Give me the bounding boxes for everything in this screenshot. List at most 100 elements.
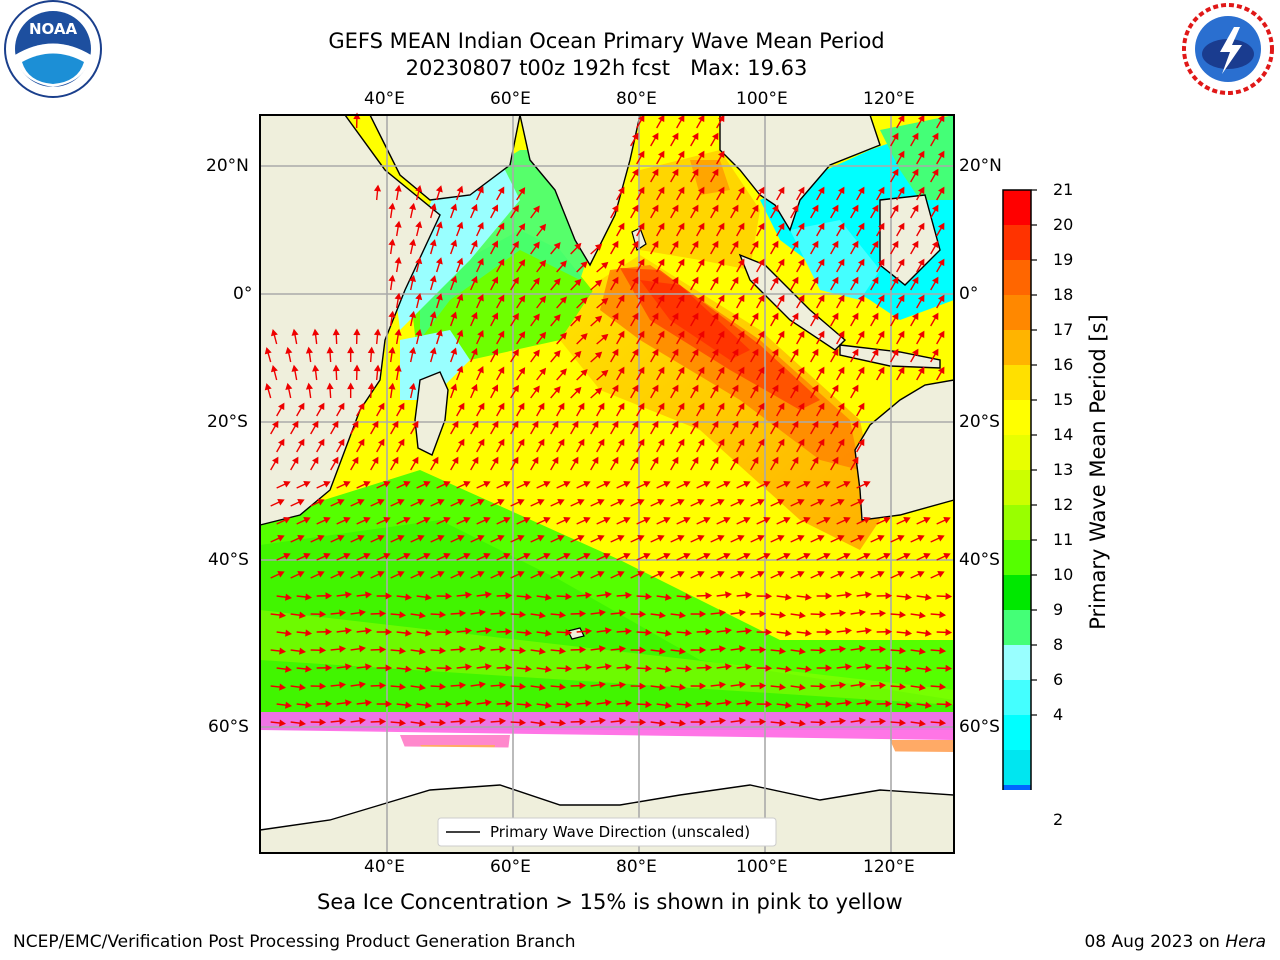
wave-arrow-head <box>632 276 639 285</box>
wave-arrow-head <box>645 664 653 673</box>
wave-arrow-head <box>823 480 831 488</box>
wave-arrow-head <box>345 627 353 635</box>
wave-arrow-head <box>938 258 945 267</box>
wave-arrow-head <box>512 240 519 249</box>
wave-arrow-head <box>363 552 371 560</box>
wave-arrow-head <box>519 718 527 727</box>
wave-arrow-head <box>388 274 396 282</box>
wave-arrow-head <box>932 132 939 141</box>
wave-arrow-head <box>745 591 753 599</box>
wave-arrow-head <box>878 366 885 375</box>
wave-arrow-head <box>818 402 825 411</box>
wave-arrow-head <box>435 293 443 301</box>
wave-arrow-head <box>394 364 402 372</box>
wave-arrow-head <box>483 516 491 524</box>
wave-arrow-head <box>379 682 387 690</box>
wave-arrow-head <box>778 258 785 267</box>
wave-arrow-head <box>712 420 719 429</box>
wave-arrow-head <box>505 628 513 636</box>
wave-arrow-head <box>718 222 725 231</box>
wave-arrow-head <box>292 456 299 465</box>
wave-arrow-head <box>456 257 464 265</box>
wave-arrow-head <box>317 534 325 542</box>
wave-arrow-head <box>879 681 887 690</box>
wave-arrow-head <box>499 609 507 617</box>
wave-arrow-head <box>429 311 437 319</box>
wave-arrow-head <box>450 311 458 319</box>
wave-arrow-head <box>450 203 458 211</box>
wave-arrow-head <box>565 628 573 637</box>
wave-arrow-head <box>372 456 379 465</box>
wave-arrow-head <box>712 204 719 213</box>
wave-arrow-head <box>837 498 845 506</box>
wave-arrow-head <box>285 382 293 391</box>
wave-arrow-head <box>358 438 365 447</box>
wave-arrow-head <box>553 314 561 322</box>
wave-arrow-head <box>372 420 379 429</box>
lat-label-right: 40°S <box>959 550 1000 570</box>
wave-arrow-head <box>778 222 785 231</box>
wave-arrow-head <box>803 480 811 488</box>
colorbar-tick-label: 4 <box>1053 705 1064 724</box>
wave-arrow-head <box>645 592 653 601</box>
wave-arrow-head <box>858 681 866 689</box>
wave-arrow-head <box>737 570 745 578</box>
wave-arrow-head <box>697 570 705 578</box>
wave-arrow-head <box>317 498 325 506</box>
wave-arrow-head <box>938 150 945 159</box>
wave-arrow-head <box>457 534 465 542</box>
colorbar-segment <box>1003 470 1031 505</box>
wave-arrow-head <box>491 348 499 356</box>
wave-arrow-head <box>663 480 671 488</box>
wave-arrow-head <box>497 258 505 266</box>
wave-arrow-head <box>699 610 707 618</box>
wave-arrow-head <box>723 516 731 524</box>
wave-arrow-head <box>659 719 667 727</box>
wave-arrow-head <box>912 348 919 357</box>
wave-arrow-head <box>532 420 539 429</box>
wave-arrow-head <box>785 701 793 709</box>
wave-arrow-head <box>852 420 859 429</box>
lat-label-right: 20°N <box>959 156 1002 176</box>
wave-arrow-head <box>523 552 531 560</box>
wave-arrow-head <box>357 534 365 542</box>
wave-arrow-head <box>517 534 525 542</box>
wave-arrow-head <box>538 402 545 411</box>
wave-arrow-head <box>718 366 725 375</box>
wave-arrow-head <box>939 683 947 691</box>
wave-arrow-head <box>858 609 866 617</box>
wave-arrow-head <box>585 663 593 671</box>
wave-arrow-head <box>409 346 417 355</box>
wave-arrow-head <box>456 221 464 229</box>
wave-arrow-head <box>558 438 565 447</box>
wave-arrow-head <box>732 456 739 465</box>
wave-arrow-head <box>323 480 331 488</box>
wave-arrow-head <box>583 552 591 560</box>
wave-arrow-head <box>397 498 405 506</box>
wave-arrow-head <box>812 204 819 213</box>
wave-arrow-head <box>719 609 727 617</box>
wave-arrow-head <box>405 701 413 709</box>
wave-arrow-head <box>852 456 859 465</box>
wave-arrow-head <box>652 240 659 249</box>
wave-arrow-head <box>825 628 833 636</box>
wave-arrow-head <box>865 663 873 671</box>
wave-arrow-head <box>658 222 665 231</box>
wave-arrow-head <box>645 628 653 637</box>
wave-arrow-head <box>463 516 471 524</box>
wave-arrow-head <box>585 627 593 635</box>
wave-arrow-head <box>598 402 605 411</box>
wave-arrow-head <box>672 348 679 357</box>
wave-arrow-head <box>572 420 579 429</box>
wave-arrow-head <box>878 294 885 303</box>
wave-arrow-head <box>945 664 953 672</box>
wave-arrow-head <box>471 203 478 212</box>
wave-arrow-head <box>818 186 825 195</box>
wave-arrow-head <box>574 386 582 395</box>
footer-right: 08 Aug 2023 on Hera <box>1084 932 1266 952</box>
wave-arrow-head <box>594 279 603 287</box>
wave-arrow-head <box>692 240 699 249</box>
wave-arrow-head <box>450 383 458 391</box>
colorbar-segment <box>1003 645 1031 680</box>
wave-arrow-head <box>525 593 533 601</box>
